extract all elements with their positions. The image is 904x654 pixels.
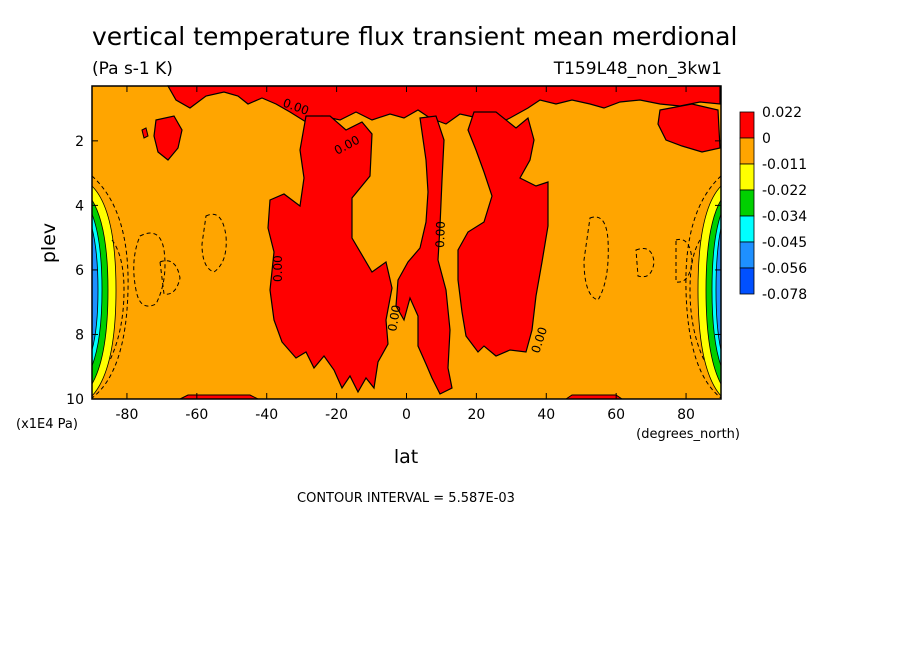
x-tick-label: 40 — [537, 407, 555, 423]
legend-swatch — [739, 215, 755, 243]
plot-background — [92, 86, 721, 399]
positive-region-southern — [267, 115, 393, 394]
x-tick-label: -20 — [325, 407, 348, 423]
chart-title: vertical temperature flux transient mean… — [92, 22, 737, 51]
legend-label: -0.034 — [762, 209, 807, 225]
dashed-contour-left-mid — [109, 239, 125, 361]
dataset-label: T159L48_non_3kw1 — [553, 59, 722, 79]
legend-label: -0.011 — [762, 157, 807, 173]
y-tick-label: 4 — [75, 198, 84, 214]
negative-contours — [91, 175, 722, 399]
x-tick-label: -60 — [185, 407, 208, 423]
y-axis-units: (x1E4 Pa) — [16, 417, 78, 432]
color-legend: 0.022 0 -0.011 -0.022 -0.034 -0.045 -0.056 -0.0… — [739, 105, 807, 303]
legend-label: 0.022 — [762, 105, 802, 121]
contour-label-5: 0.00 — [433, 221, 448, 248]
positive-spot-tiny — [141, 127, 149, 139]
dashed-contour-ne-2 — [635, 248, 655, 278]
positive-region-central — [395, 115, 453, 395]
dashed-contour-ne-3 — [675, 238, 693, 283]
positive-spot-se — [657, 103, 721, 153]
dashed-contour-right-outer — [685, 175, 722, 399]
legend-swatch — [739, 163, 755, 191]
x-axis-label: lat — [394, 446, 418, 468]
y-axis: 2 4 6 8 10 — [66, 134, 721, 408]
chart-units: (Pa s-1 K) — [92, 59, 173, 79]
dashed-contour-ne-1 — [583, 216, 609, 301]
positive-spot-sw — [153, 115, 183, 161]
plot-area: 0.00 0.00 0.00 0.00 0.00 0.00 — [91, 85, 722, 400]
x-tick-label: -40 — [255, 407, 278, 423]
legend-label: -0.056 — [762, 261, 807, 277]
contour-label-4: 0.00 — [385, 304, 403, 333]
negative-band-right-blue — [715, 227, 722, 351]
legend-label: -0.045 — [762, 235, 807, 251]
legend-label: 0 — [762, 131, 771, 147]
y-tick-label: 10 — [66, 392, 84, 408]
legend-swatch — [739, 241, 755, 269]
legend-swatch — [739, 189, 755, 217]
positive-region-northern — [457, 111, 549, 357]
x-tick-label: -80 — [116, 407, 139, 423]
legend-label: -0.078 — [762, 287, 807, 303]
y-axis-label: plev — [38, 223, 60, 263]
dashed-contour-sw-3 — [159, 260, 181, 295]
dashed-contour-sw-1 — [133, 232, 166, 307]
y-tick-label: 6 — [75, 263, 84, 279]
x-tick-label: 60 — [607, 407, 625, 423]
y-tick-label: 2 — [75, 134, 84, 150]
dashed-contour-left-outer — [91, 175, 129, 399]
x-tick-label: 20 — [467, 407, 485, 423]
dashed-contour-right-mid — [689, 239, 705, 361]
legend-label: -0.022 — [762, 183, 807, 199]
x-axis-units: (degrees_north) — [636, 427, 740, 442]
legend-swatch — [739, 137, 755, 165]
x-tick-label: 80 — [677, 407, 695, 423]
x-tick-label: 0 — [402, 407, 411, 423]
negative-band-left-blue — [91, 227, 99, 351]
legend-swatch — [739, 267, 755, 295]
legend-swatch — [739, 111, 755, 139]
x-axis: -80 -60 -40 -20 0 20 40 60 80 — [116, 86, 695, 423]
dashed-contour-sw-2 — [201, 213, 227, 273]
contour-interval-note: CONTOUR INTERVAL = 5.587E-03 — [297, 491, 515, 506]
contour-label-3: 0.00 — [271, 255, 285, 282]
y-tick-label: 8 — [75, 327, 84, 343]
